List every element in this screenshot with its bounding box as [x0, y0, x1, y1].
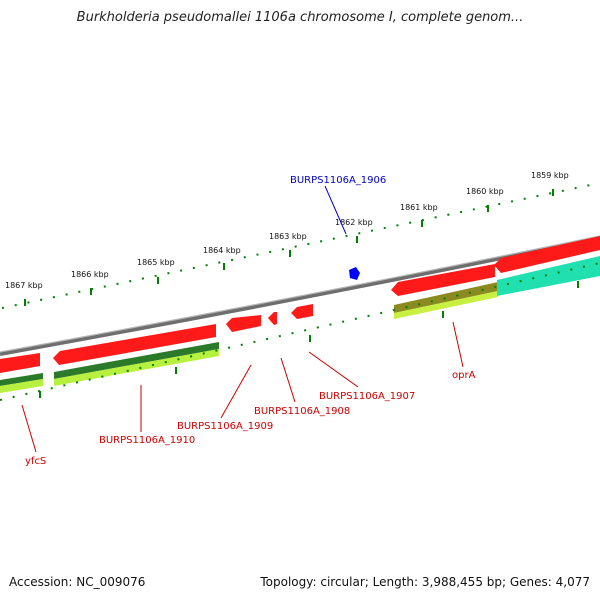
- feature-red-left-edge[interactable]: [0, 353, 40, 373]
- gene-label-yfcS[interactable]: yfcS: [25, 456, 46, 467]
- forward-genes: [0, 236, 600, 373]
- scale-label-1867: 1867 kbp: [5, 281, 43, 290]
- feature-green-left-light[interactable]: [0, 379, 43, 393]
- feature-red-mid-3[interactable]: [291, 304, 313, 319]
- gene-label-oprA[interactable]: oprA: [452, 370, 476, 381]
- feature-teal-right[interactable]: [497, 256, 600, 296]
- reverse-tracks: [0, 256, 600, 393]
- scale-label-1859: 1859 kbp: [531, 171, 569, 180]
- label-leaders: [21, 321, 464, 453]
- accession-text: Accession: NC_009076: [9, 575, 146, 589]
- feature-oprA-olive[interactable]: [394, 282, 498, 313]
- scale-label-1865: 1865 kbp: [137, 258, 175, 267]
- scale-label-1861: 1861 kbp: [400, 203, 438, 212]
- gene-label-BURPS1106A-1907[interactable]: BURPS1106A_1907: [319, 391, 415, 402]
- feature-oprA-light[interactable]: [394, 291, 498, 319]
- feature-BURPS1106A-1910-dark[interactable]: [54, 342, 219, 379]
- scale-label-1864: 1864 kbp: [203, 246, 241, 255]
- feature-oprA-red[interactable]: [391, 264, 495, 296]
- scale-label-1863: 1863 kbp: [269, 232, 307, 241]
- gene-label-BURPS1106A-1910[interactable]: BURPS1106A_1910: [99, 435, 195, 446]
- gene-label-BURPS1106A-1909[interactable]: BURPS1106A_1909: [177, 421, 273, 432]
- topology-text: Topology: circular; Length: 3,988,455 bp…: [260, 575, 590, 589]
- feature-BURPS1106A-1910-light[interactable]: [54, 349, 219, 386]
- inner-tick-track: [0, 262, 600, 401]
- feature-red-right[interactable]: [494, 236, 600, 273]
- outer-tick-track: [1, 182, 600, 309]
- label-leader-1906: [324, 185, 347, 235]
- chromosome-backbone-highlight: [0, 235, 600, 353]
- scale-label-1860: 1860 kbp: [466, 187, 504, 196]
- inner-major-ticks: [39, 281, 579, 398]
- feature-red-mid-2[interactable]: [268, 312, 277, 325]
- feature-BURPS1106A-1906[interactable]: [349, 267, 360, 280]
- outer-major-ticks: [24, 189, 554, 306]
- feature-green-left-dark[interactable]: [0, 373, 43, 386]
- scale-label-1862: 1862 kbp: [335, 218, 373, 227]
- feature-BURPS1106A-1910-red[interactable]: [53, 324, 216, 365]
- gene-label-BURPS1106A-1908[interactable]: BURPS1106A_1908: [254, 406, 350, 417]
- gene-label-BURPS1106A-1906[interactable]: BURPS1106A_1906: [290, 175, 386, 186]
- scale-label-1866: 1866 kbp: [71, 270, 109, 279]
- map-title: Burkholderia pseudomallei 1106a chromoso…: [76, 10, 524, 25]
- feature-red-mid-1[interactable]: [226, 315, 261, 332]
